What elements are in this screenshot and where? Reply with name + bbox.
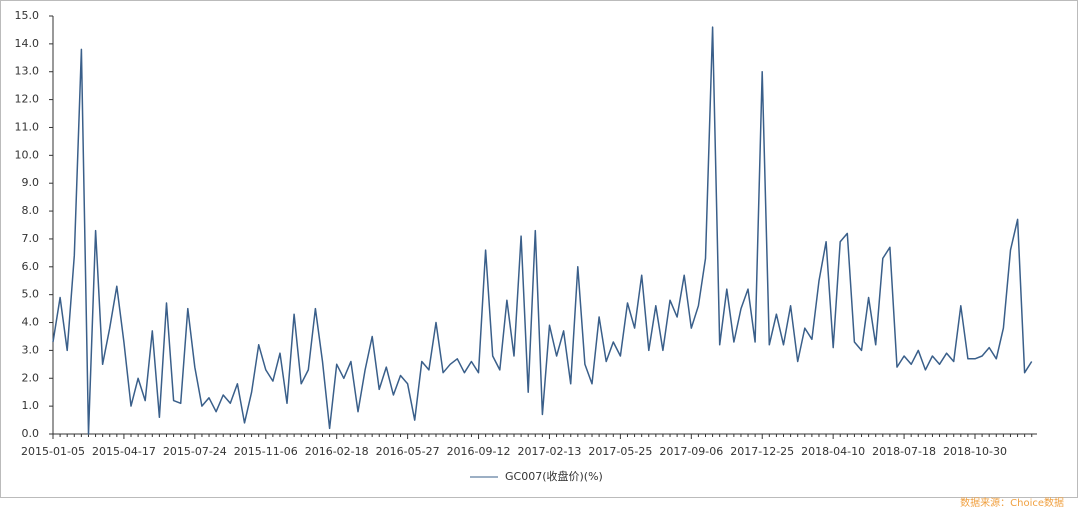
y-tick-label: 11.0 [15,120,40,133]
y-tick-label: 4.0 [22,316,40,329]
x-tick-label: 2015-01-05 [21,445,85,458]
x-tick-label: 2016-02-18 [305,445,369,458]
y-tick-label: 8.0 [22,204,40,217]
y-tick-label: 6.0 [22,260,40,273]
x-tick-label: 2017-02-13 [517,445,581,458]
y-tick-label: 12.0 [15,93,40,106]
x-tick-label: 2017-12-25 [730,445,794,458]
x-tick-label: 2015-04-17 [92,445,156,458]
y-tick-label: 15.0 [15,9,40,22]
legend-label: GC007(收盘价)(%) [505,469,603,483]
x-tick-label: 2015-11-06 [234,445,298,458]
y-tick-label: 3.0 [22,343,40,356]
y-tick-label: 10.0 [15,148,40,161]
y-tick-label: 14.0 [15,37,40,50]
x-tick-label: 2015-07-24 [163,445,227,458]
x-tick-label: 2017-05-25 [588,445,652,458]
x-tick-label: 2018-04-10 [801,445,865,458]
y-tick-label: 2.0 [22,371,40,384]
y-tick-label: 13.0 [15,65,40,78]
x-tick-label: 2016-09-12 [447,445,511,458]
y-tick-label: 5.0 [22,288,40,301]
y-tick-label: 0.0 [22,427,40,440]
y-tick-label: 9.0 [22,176,40,189]
y-tick-label: 7.0 [22,232,40,245]
x-tick-label: 2017-09-06 [659,445,723,458]
x-tick-label: 2018-10-30 [943,445,1007,458]
x-tick-label: 2018-07-18 [872,445,936,458]
source-note: 数据来源：Choice数据 [960,496,1064,509]
x-tick-label: 2016-05-27 [376,445,440,458]
series-line [52,26,1033,435]
frame [0,0,1078,498]
y-tick-label: 1.0 [22,399,40,412]
